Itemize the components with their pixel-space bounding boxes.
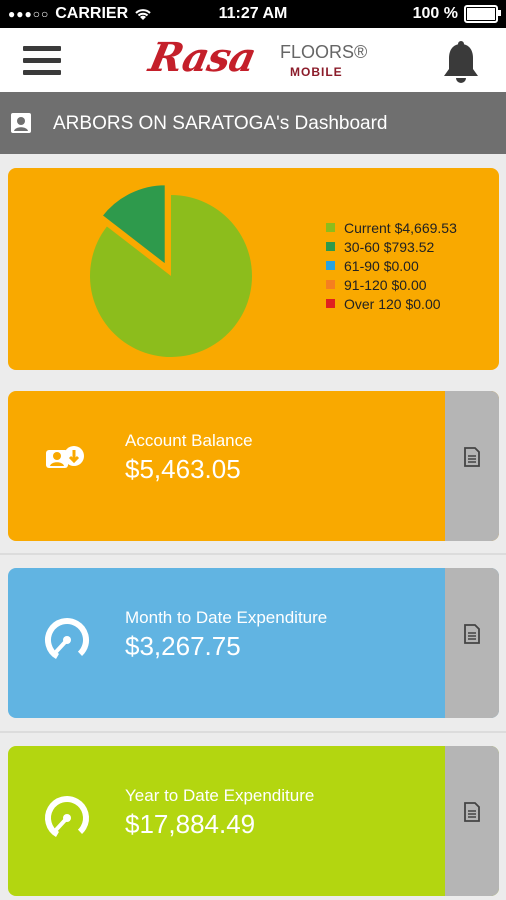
menu-icon[interactable]	[23, 46, 61, 76]
legend-swatch	[326, 223, 335, 232]
battery-percent: 100 %	[412, 5, 458, 22]
card-label: Account Balance	[125, 431, 253, 450]
document-icon	[464, 624, 480, 644]
contact-card-icon	[11, 113, 31, 133]
carrier-label: CARRIER	[55, 5, 129, 22]
document-button[interactable]	[445, 391, 499, 541]
gauge-icon	[45, 796, 89, 840]
divider	[0, 731, 506, 733]
legend-item: 61-90 $0.00	[326, 256, 457, 275]
legend-item: Over 120 $0.00	[326, 294, 457, 313]
app-header: Rasa FLOORS® MOBILE	[0, 28, 506, 92]
logo-rasa-text: Rasa	[145, 34, 260, 81]
card-label: Year to Date Expenditure	[125, 786, 315, 805]
legend-item: 91-120 $0.00	[326, 275, 457, 294]
page-title: ARBORS ON SARATOGA's Dashboard	[53, 113, 388, 134]
battery-icon	[464, 5, 501, 23]
account-balance-card[interactable]: Account Balance $5,463.05	[8, 391, 499, 541]
status-bar: ●●●○○ CARRIER 11:27 AM 100 %	[0, 0, 506, 28]
legend-label: 91-120 $0.00	[344, 276, 427, 293]
wifi-icon	[135, 9, 151, 20]
document-icon	[464, 802, 480, 822]
notification-bell-icon[interactable]	[440, 41, 482, 85]
legend-swatch	[326, 280, 335, 289]
legend-label: 30-60 $793.52	[344, 238, 435, 255]
pie-slice	[100, 183, 167, 268]
legend-item: Current $4,669.53	[326, 218, 457, 237]
legend-label: Current $4,669.53	[344, 219, 457, 236]
account-balance-icon	[46, 446, 84, 468]
legend-label: 61-90 $0.00	[344, 257, 419, 274]
card-value: $3,267.75	[125, 631, 241, 661]
logo-mobile-text: MOBILE	[290, 65, 343, 79]
year-expenditure-card[interactable]: Year to Date Expenditure $17,884.49	[8, 746, 499, 896]
gauge-icon	[45, 618, 89, 662]
pie-legend: Current $4,669.53 30-60 $793.52 61-90 $0.0…	[326, 218, 457, 313]
signal-dots-icon: ●●●○○	[8, 7, 50, 21]
month-expenditure-card[interactable]: Month to Date Expenditure $3,267.75	[8, 568, 499, 718]
legend-label: Over 120 $0.00	[344, 295, 441, 312]
pie-slice	[89, 195, 253, 357]
document-icon	[464, 447, 480, 467]
aging-pie-card: Current $4,669.53 30-60 $793.52 61-90 $0.0…	[8, 168, 499, 370]
status-time: 11:27 AM	[218, 5, 288, 22]
legend-swatch	[326, 299, 335, 308]
legend-swatch	[326, 261, 335, 270]
rasa-floors-logo: Rasa FLOORS® MOBILE	[145, 34, 370, 86]
dashboard-title-bar: ARBORS ON SARATOGA's Dashboard	[0, 92, 506, 154]
legend-swatch	[326, 242, 335, 251]
card-value: $5,463.05	[125, 454, 241, 484]
logo-floors-text: FLOORS®	[280, 42, 368, 62]
card-label: Month to Date Expenditure	[125, 608, 328, 627]
document-button[interactable]	[445, 568, 499, 718]
document-button[interactable]	[445, 746, 499, 896]
aging-pie-chart	[89, 183, 253, 357]
card-value: $17,884.49	[125, 809, 256, 839]
legend-item: 30-60 $793.52	[326, 237, 457, 256]
divider	[0, 553, 506, 555]
